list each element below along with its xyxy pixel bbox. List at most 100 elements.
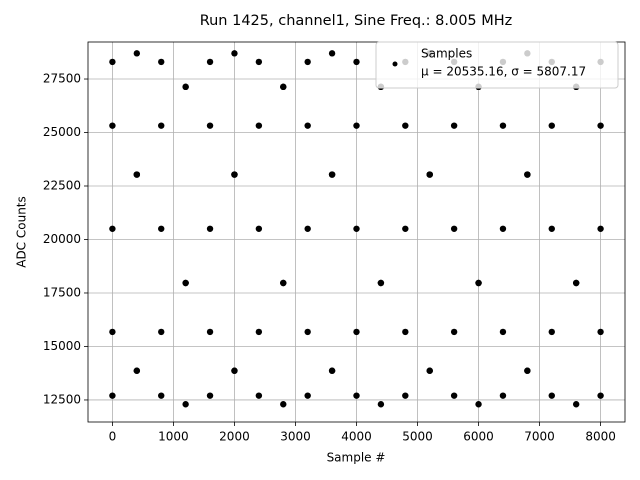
point bbox=[328, 171, 336, 178]
point bbox=[597, 328, 604, 336]
point bbox=[255, 122, 263, 129]
point bbox=[280, 279, 287, 287]
point bbox=[402, 328, 409, 336]
point bbox=[158, 122, 165, 129]
point bbox=[426, 171, 433, 178]
point bbox=[524, 171, 531, 178]
point bbox=[206, 328, 214, 336]
point bbox=[133, 171, 141, 178]
point bbox=[524, 367, 531, 374]
point bbox=[255, 225, 263, 232]
point bbox=[133, 50, 141, 57]
point bbox=[353, 392, 360, 399]
point bbox=[206, 58, 214, 66]
point bbox=[402, 392, 409, 399]
point bbox=[255, 58, 263, 66]
point bbox=[304, 392, 311, 399]
point bbox=[182, 401, 189, 408]
point bbox=[206, 225, 214, 232]
point bbox=[133, 367, 141, 374]
y-tick-label: 15000 bbox=[43, 339, 81, 353]
x-tick-label: 2000 bbox=[219, 430, 250, 444]
point bbox=[304, 225, 311, 232]
x-tick-label: 1000 bbox=[158, 430, 189, 444]
point bbox=[109, 328, 116, 336]
point bbox=[206, 392, 214, 399]
y-tick-label: 12500 bbox=[43, 392, 81, 406]
point bbox=[158, 58, 165, 66]
point bbox=[597, 392, 604, 399]
point bbox=[280, 401, 287, 408]
x-axis-label: Sample # bbox=[327, 451, 386, 465]
point bbox=[450, 225, 458, 232]
x-tick-label: 6000 bbox=[463, 430, 494, 444]
point bbox=[109, 225, 116, 232]
y-tick-label: 25000 bbox=[43, 125, 81, 139]
point bbox=[304, 328, 311, 336]
point bbox=[353, 58, 360, 66]
x-tick-label: 7000 bbox=[524, 430, 555, 444]
legend-box bbox=[375, 41, 619, 89]
point bbox=[182, 279, 189, 287]
point bbox=[206, 122, 214, 129]
point bbox=[158, 328, 165, 336]
point bbox=[377, 279, 385, 287]
point bbox=[572, 401, 580, 408]
point bbox=[548, 392, 555, 399]
point bbox=[231, 171, 238, 178]
legend-marker bbox=[392, 61, 398, 67]
point bbox=[280, 83, 287, 91]
y-tick-label: 20000 bbox=[43, 232, 81, 246]
point bbox=[548, 225, 555, 232]
point bbox=[548, 328, 555, 336]
legend: Samples μ = 20535.16, σ = 5807.17 bbox=[375, 41, 619, 89]
y-tick-label: 27500 bbox=[43, 72, 81, 86]
point bbox=[499, 225, 507, 232]
point bbox=[402, 225, 409, 232]
point bbox=[304, 58, 311, 66]
point bbox=[597, 122, 604, 129]
point bbox=[255, 328, 263, 336]
point bbox=[426, 367, 433, 374]
x-tick-label: 4000 bbox=[341, 430, 372, 444]
point bbox=[353, 225, 360, 232]
point bbox=[402, 122, 409, 129]
point bbox=[109, 392, 116, 399]
point bbox=[499, 122, 507, 129]
y-axis-label: ADC Counts bbox=[15, 196, 29, 268]
point bbox=[499, 392, 507, 399]
point bbox=[499, 328, 507, 336]
point bbox=[450, 122, 458, 129]
point bbox=[377, 401, 385, 408]
point bbox=[109, 58, 116, 66]
x-tick-label: 8000 bbox=[585, 430, 616, 444]
legend-label: Samples bbox=[421, 47, 472, 61]
point bbox=[572, 279, 580, 287]
x-tick-label: 3000 bbox=[280, 430, 311, 444]
point bbox=[475, 401, 482, 408]
x-tick-label: 0 bbox=[109, 430, 117, 444]
point bbox=[548, 122, 555, 129]
point bbox=[304, 122, 311, 129]
y-tick-label: 22500 bbox=[43, 178, 81, 192]
point bbox=[158, 392, 165, 399]
grid bbox=[88, 42, 625, 422]
point bbox=[450, 392, 458, 399]
point bbox=[353, 328, 360, 336]
point bbox=[328, 367, 336, 374]
point bbox=[255, 392, 263, 399]
chart-title: Run 1425, channel1, Sine Freq.: 8.005 MH… bbox=[200, 13, 513, 29]
point bbox=[328, 50, 336, 57]
point bbox=[475, 279, 482, 287]
y-tick-label: 17500 bbox=[43, 285, 81, 299]
point bbox=[158, 225, 165, 232]
x-tick-label: 5000 bbox=[402, 430, 433, 444]
legend-note: μ = 20535.16, σ = 5807.17 bbox=[421, 65, 586, 79]
point bbox=[231, 367, 238, 374]
point bbox=[597, 225, 604, 232]
point bbox=[109, 122, 116, 129]
point bbox=[182, 83, 189, 91]
point bbox=[450, 328, 458, 336]
point bbox=[231, 50, 238, 57]
point bbox=[353, 122, 360, 129]
